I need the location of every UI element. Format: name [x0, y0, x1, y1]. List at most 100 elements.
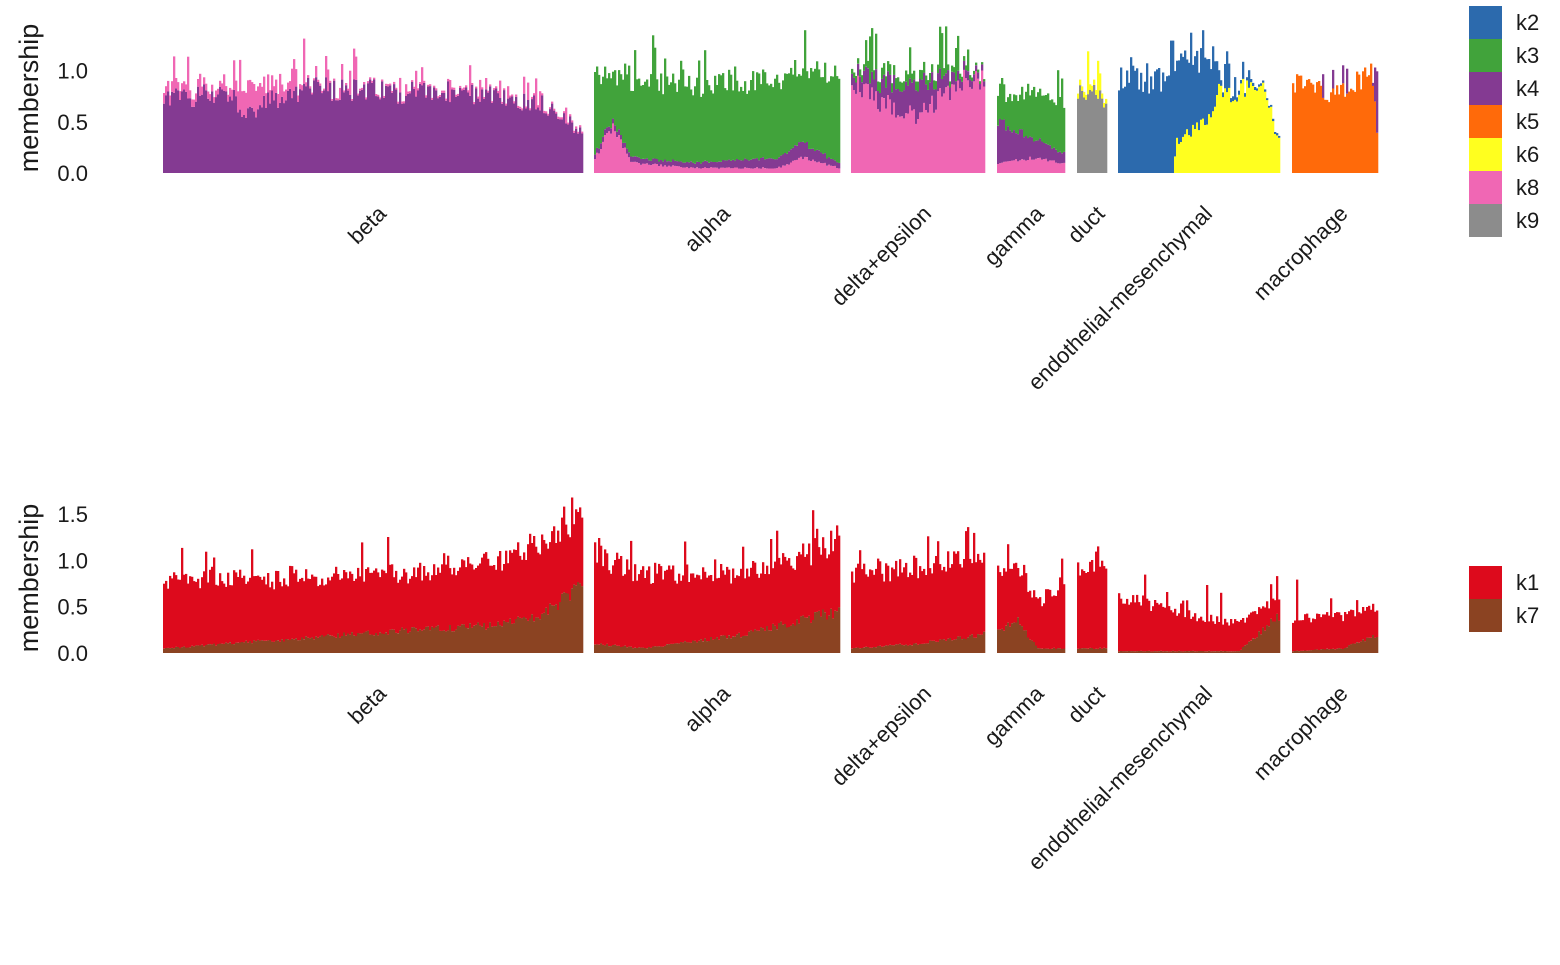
bar-segment-k7 — [335, 637, 338, 653]
group-bars-duct — [1077, 546, 1108, 653]
bar-segment-k7 — [718, 639, 721, 653]
bar-segment-k7 — [407, 633, 410, 653]
bar-segment-k7 — [201, 644, 204, 653]
bar-segment-k4 — [686, 162, 689, 167]
bar-segment-k2 — [1128, 82, 1131, 173]
bar-segment-k4 — [624, 142, 627, 148]
bar-segment-k1 — [349, 571, 352, 635]
bar-segment-k8 — [754, 168, 757, 173]
bar-segment-k8 — [405, 84, 408, 96]
bar-segment-k7 — [1320, 649, 1323, 653]
bar-segment-k7 — [493, 626, 496, 653]
bar-segment-k1 — [947, 551, 950, 639]
bar-segment-k7 — [716, 637, 719, 653]
bar-segment-k7 — [497, 621, 500, 653]
bar-segment-k4 — [931, 72, 934, 96]
bar-segment-k7 — [1184, 651, 1187, 653]
bar-segment-k3 — [804, 30, 807, 144]
bar-segment-k7 — [943, 639, 946, 653]
bar-segment-k7 — [794, 625, 797, 653]
bar-segment-k4 — [1021, 129, 1024, 160]
bar-segment-k4 — [973, 74, 976, 82]
bar-segment-k2 — [1266, 98, 1269, 101]
bar-segment-k4 — [997, 125, 1000, 164]
bar-segment-k1 — [830, 530, 833, 609]
bar-segment-k1 — [1051, 596, 1054, 649]
bar-segment-k1 — [505, 550, 508, 622]
bar-segment-k8 — [634, 161, 637, 173]
bar-segment-k7 — [899, 643, 902, 653]
bar-segment-k8 — [776, 168, 779, 173]
bar-segment-k7 — [1358, 642, 1361, 653]
bar-segment-k5 — [1342, 83, 1345, 173]
bar-segment-k6 — [1087, 51, 1090, 95]
bar-segment-k1 — [1158, 604, 1161, 651]
group-label: delta+epsilon — [826, 201, 936, 311]
bar-segment-k1 — [1236, 621, 1239, 652]
bar-segment-k7 — [403, 629, 406, 653]
bar-segment-k3 — [812, 71, 815, 149]
bar-segment-k8 — [381, 79, 384, 82]
bar-segment-k8 — [692, 167, 695, 173]
bar-segment-k1 — [1138, 602, 1141, 651]
bar-segment-k1 — [559, 541, 562, 602]
bar-segment-k8 — [925, 110, 928, 173]
bar-segment-k7 — [618, 646, 621, 653]
bar-segment-k8 — [285, 89, 288, 101]
bar-segment-k4 — [525, 108, 528, 173]
bar-segment-k7 — [575, 585, 578, 653]
bar-segment-k7 — [1083, 648, 1086, 653]
bar-segment-k1 — [1003, 568, 1006, 631]
bar-segment-k1 — [421, 580, 424, 631]
bar-segment-k4 — [351, 100, 354, 173]
bar-segment-k1 — [297, 581, 300, 641]
bar-segment-k4 — [325, 77, 328, 173]
bar-segment-k7 — [927, 643, 930, 653]
bar-segment-k4 — [343, 92, 346, 173]
bar-segment-k8 — [521, 108, 524, 111]
bar-segment-k3 — [1005, 102, 1008, 131]
bar-segment-k1 — [521, 559, 524, 619]
bar-segment-k7 — [893, 645, 896, 653]
bar-segment-k1 — [1352, 610, 1355, 644]
bar-segment-k1 — [941, 570, 944, 640]
bar-segment-k3 — [1023, 99, 1026, 138]
bar-segment-k5 — [1292, 83, 1295, 173]
bar-segment-k8 — [714, 167, 717, 173]
bar-segment-k3 — [612, 71, 615, 119]
bar-segment-k1 — [812, 510, 815, 620]
bar-segment-k3 — [855, 76, 858, 83]
bar-segment-k8 — [734, 167, 737, 173]
bar-segment-k1 — [373, 570, 376, 636]
bar-segment-k7 — [379, 632, 382, 653]
bar-segment-k8 — [527, 82, 530, 100]
bar-segment-k8 — [275, 79, 278, 93]
bar-segment-k1 — [1376, 610, 1379, 637]
bar-segment-k1 — [1176, 615, 1179, 652]
bar-segment-k8 — [606, 133, 609, 173]
bar-segment-k1 — [965, 531, 968, 640]
bar-segment-k7 — [1079, 648, 1082, 653]
bar-segment-k4 — [630, 156, 633, 162]
bar-segment-k4 — [921, 79, 924, 113]
bar-segment-k3 — [656, 79, 659, 159]
bar-segment-k4 — [507, 98, 510, 173]
bar-segment-k7 — [195, 645, 198, 653]
bar-segment-k7 — [511, 623, 514, 653]
bar-segment-k8 — [969, 87, 972, 173]
bar-segment-k8 — [628, 157, 631, 173]
bar-segment-k1 — [1330, 598, 1333, 649]
bar-segment-k7 — [630, 646, 633, 653]
bar-segment-k4 — [345, 85, 348, 173]
bar-segment-k2 — [1162, 72, 1165, 173]
bar-segment-k7 — [778, 623, 781, 653]
bar-segment-k2 — [1238, 90, 1241, 95]
bar-segment-k4 — [726, 160, 729, 168]
bar-segment-k8 — [885, 108, 888, 173]
bar-segment-k8 — [449, 80, 452, 103]
bar-segment-k8 — [203, 77, 206, 85]
bar-segment-k6 — [1268, 107, 1271, 173]
bar-segment-k7 — [1194, 651, 1197, 653]
bar-segment-k3 — [752, 71, 755, 159]
bar-segment-k4 — [327, 91, 330, 173]
